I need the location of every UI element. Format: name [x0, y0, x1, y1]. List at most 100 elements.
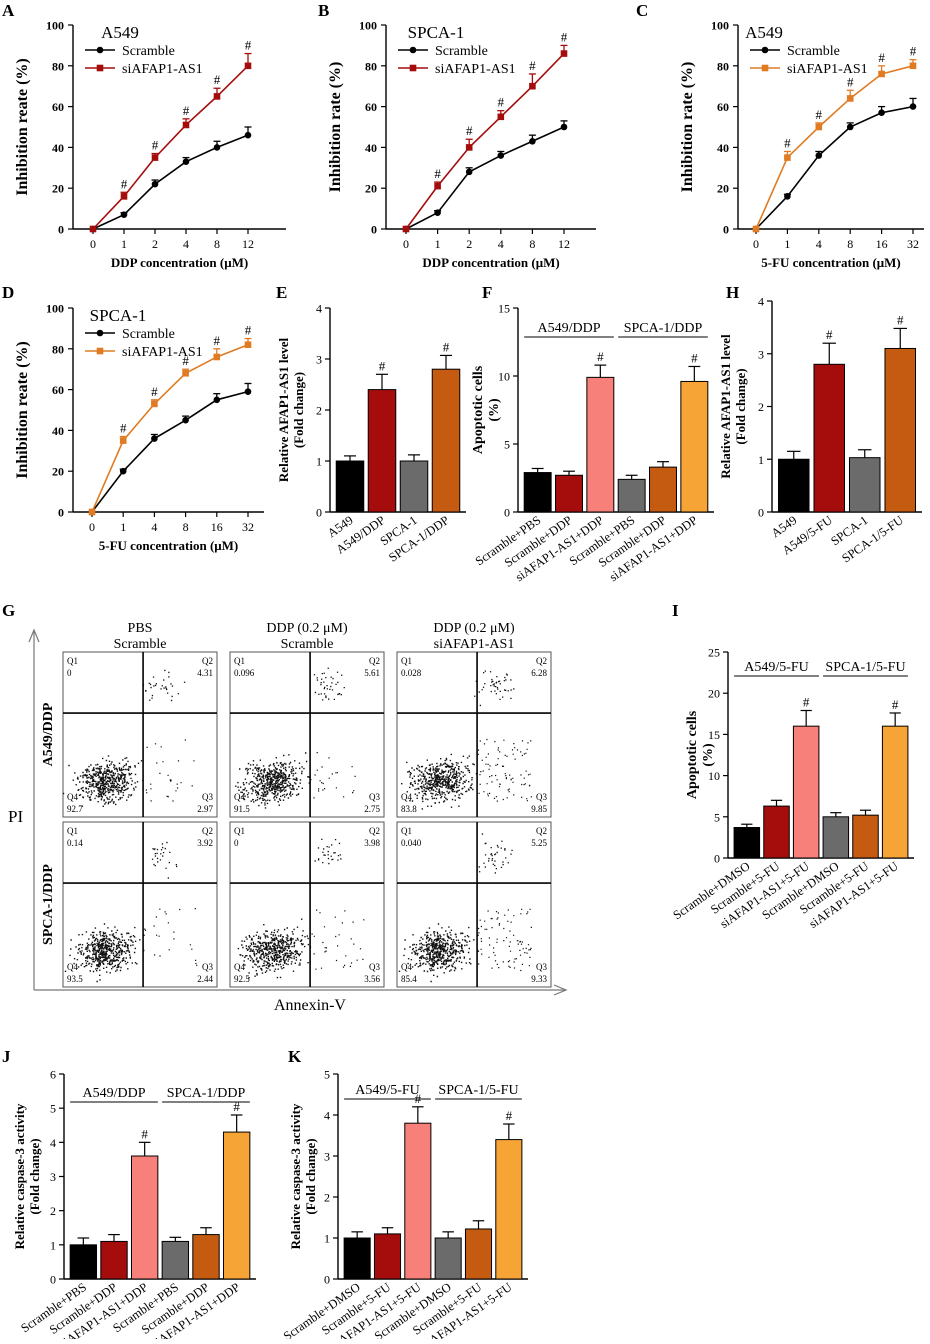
data-point: [213, 144, 221, 151]
y-axis-label: Relative caspase-3 activity(Fold change): [288, 1103, 318, 1249]
data-point: [815, 152, 823, 159]
significance-mark: #: [847, 74, 854, 89]
bar-chart-I: 0510152025Scramble+DMSOScramble+5-FU#siA…: [670, 646, 914, 931]
line-chart-C: 0 20 40 60 80 100 0 1 4 8 16 32 5-FU concentration (…: [679, 19, 924, 270]
y-tick-label: 80: [717, 59, 729, 73]
quadrant-value: 0.14: [67, 838, 83, 848]
y-tick-label: 4: [758, 295, 764, 309]
significance-mark: #: [214, 72, 221, 87]
y-tick-label: 3: [324, 1150, 330, 1164]
quadrant-name: Q2: [369, 826, 380, 836]
y-tick-label: 80: [52, 342, 64, 356]
column-header: Scramble: [114, 637, 167, 652]
y-tick-label: 60: [365, 100, 377, 114]
data-point: [560, 123, 568, 131]
x-axis-label: 5-FU concentration (μM): [761, 255, 901, 270]
row-label: A549/DDP: [41, 702, 56, 766]
data-point: [119, 437, 127, 444]
panel-label-E: E: [276, 283, 287, 302]
y-tick-label: 3: [758, 347, 764, 361]
data-point: [909, 103, 917, 110]
y-tick-label: 40: [52, 424, 64, 438]
quadrant-value: 2.97: [197, 804, 213, 814]
flow-plot: Q1 0 Q2 3.98 Q3 3.56 Q4 92.5: [229, 821, 385, 988]
bar-chart-E: 01234A549#A549/DDPSPCA-1#SPCA-1/DDPRelat…: [276, 302, 466, 565]
quadrant-name: Q1: [67, 656, 78, 666]
data-point: [151, 435, 158, 442]
bar: [399, 460, 429, 513]
y-axis-label-line: (%): [701, 743, 716, 767]
data-point: [244, 341, 252, 349]
quadrant-value: 9.85: [531, 804, 547, 814]
data-point: [151, 400, 158, 408]
legend-label: siAFAP1-AS1: [787, 62, 868, 77]
bar: [555, 474, 583, 513]
quadrant-value: 3.98: [364, 838, 380, 848]
legend-label: Scramble: [787, 44, 840, 59]
x-tick-label: 0: [90, 237, 96, 251]
significance-mark: #: [120, 421, 127, 436]
quadrant-name: Q4: [401, 962, 412, 972]
y-tick-label: 1: [324, 1232, 330, 1246]
data-point: [434, 209, 441, 216]
y-tick-label: 0: [504, 506, 510, 520]
bar: [464, 1228, 493, 1280]
y-tick-label: 2: [50, 1204, 56, 1218]
y-tick-label: 0: [316, 506, 322, 520]
group-label: SPCA-1/5-FU: [438, 1083, 518, 1098]
bar: [822, 816, 850, 859]
y-tick-label: 0: [50, 1273, 56, 1287]
quadrant-value: 92.7: [67, 804, 83, 814]
quadrant-name: Q3: [536, 962, 547, 972]
group-label: A549/5-FU: [355, 1083, 420, 1098]
y-tick-label: 0: [58, 506, 64, 520]
quadrant-value: 9.33: [531, 974, 547, 984]
data-point: [529, 82, 536, 90]
series-line-siafap1-as1: [405, 53, 565, 230]
quadrant-value: 0: [234, 838, 239, 848]
data-point: [909, 62, 917, 70]
y-tick-label: 15: [708, 728, 720, 742]
x-tick-label: 1: [120, 520, 126, 534]
data-point: [88, 508, 96, 516]
panel-label-I: I: [672, 601, 679, 620]
significance-mark: #: [826, 327, 833, 342]
bar: [881, 725, 909, 859]
quadrant-name: Q4: [401, 792, 412, 802]
panel-label-A: A: [2, 1, 15, 20]
panel-label-K: K: [288, 1047, 302, 1066]
flow-plot-frame: [396, 821, 552, 988]
y-tick-label: 4: [50, 1136, 56, 1150]
x-tick-label: 8: [214, 237, 220, 251]
data-point: [182, 416, 189, 424]
series-line-scramble: [91, 390, 249, 513]
y-tick-label: 5: [504, 438, 510, 452]
x-tick-label: 2: [152, 237, 158, 251]
flow-plot-frame: [396, 651, 552, 818]
quadrant-value: 3.92: [197, 838, 213, 848]
bar: [367, 389, 397, 513]
bar: [343, 1237, 371, 1280]
quadrant-name: Q1: [67, 826, 78, 836]
x-tick-label: 16: [211, 520, 223, 534]
y-tick-label: 40: [365, 141, 377, 155]
y-tick-label: 10: [498, 370, 510, 384]
data-point: [784, 154, 791, 161]
flow-plot: Q1 0.040 Q2 5.25 Q3 9.33 Q4 85.4: [396, 821, 552, 988]
y-tick-label: 4: [316, 302, 322, 316]
y-tick-label: 10: [708, 769, 720, 783]
significance-mark: #: [816, 107, 823, 122]
bar: [373, 1233, 402, 1280]
quadrant-name: Q3: [369, 962, 380, 972]
quadrant-value: 0.096: [234, 668, 255, 678]
group-label: SPCA-1/DDP: [624, 321, 703, 336]
y-tick-label: 100: [46, 302, 64, 316]
row-label: SPCA-1/DDP: [41, 864, 56, 945]
significance-mark: #: [141, 1126, 148, 1141]
significance-mark: #: [379, 358, 386, 373]
bar: [222, 1131, 251, 1280]
group-label: A549/DDP: [82, 1086, 145, 1101]
quadrant-value: 83.8: [401, 804, 417, 814]
